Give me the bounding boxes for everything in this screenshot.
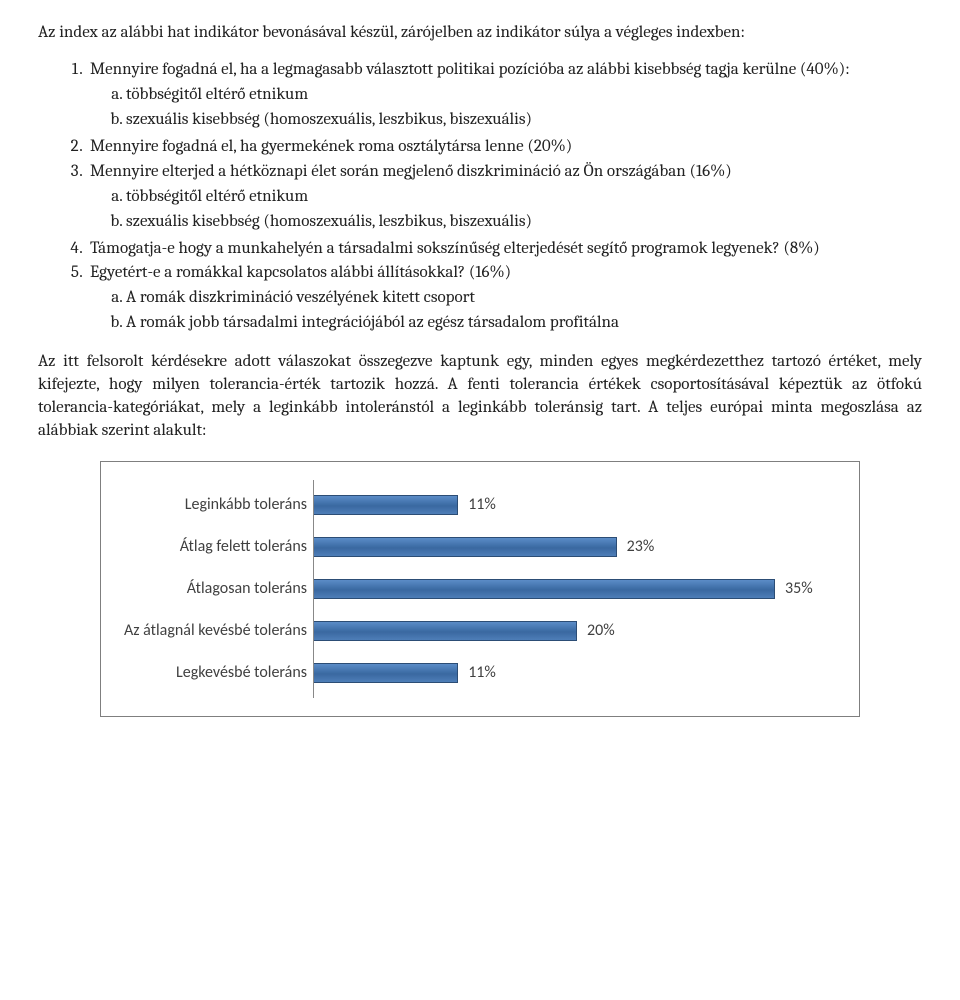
sub-list-item: többségitől eltérő etnikum (126, 84, 922, 107)
sub-list-item: többségitől eltérő etnikum (126, 186, 922, 209)
list-item: Mennyire fogadná el, ha a legmagasabb vá… (86, 59, 922, 132)
sub-list-item: szexuális kisebbség (homoszexuális, lesz… (126, 109, 922, 132)
chart-value-label: 11% (468, 662, 496, 684)
chart-value-label: 11% (468, 494, 496, 516)
tolerance-chart: Leginkább toleráns 11% Átlag felett tolerá… (100, 461, 860, 717)
chart-category-label: Átlagosan toleráns (107, 578, 313, 600)
chart-bar (313, 621, 577, 641)
chart-plot-area: 11% (313, 484, 841, 526)
list-item-text: Mennyire elterjed a hétköznapi élet sorá… (90, 162, 732, 181)
sub-list-item: A romák jobb társadalmi integrációjából … (126, 312, 922, 335)
chart-value-label: 20% (587, 620, 615, 642)
list-item-text: Mennyire fogadná el, ha a legmagasabb vá… (90, 60, 850, 79)
intro-paragraph: Az index az alábbi hat indikátor bevonás… (38, 22, 922, 45)
sub-list-item: A romák diszkrimináció veszélyének kitet… (126, 287, 922, 310)
chart-category-label: Leginkább toleráns (107, 494, 313, 516)
list-item: Mennyire elterjed a hétköznapi élet sorá… (86, 161, 922, 234)
sub-list: többségitől eltérő etnikum szexuális kis… (90, 84, 922, 132)
chart-value-label: 23% (627, 536, 655, 558)
chart-row: Átlagosan toleráns 35% (107, 568, 841, 610)
chart-bar (313, 495, 458, 515)
chart-category-label: Legkevésbé toleráns (107, 662, 313, 684)
chart-plot-area: 35% (313, 568, 841, 610)
list-item: Támogatja-e hogy a munkahelyén a társada… (86, 238, 922, 261)
sub-list: A romák diszkrimináció veszélyének kitet… (90, 287, 922, 335)
chart-row: Átlag felett toleráns 23% (107, 526, 841, 568)
chart-plot-area: 20% (313, 610, 841, 652)
chart-row: Legkevésbé toleráns 11% (107, 652, 841, 694)
chart-category-label: Átlag felett toleráns (107, 536, 313, 558)
chart-bar (313, 663, 458, 683)
chart-plot-area: 23% (313, 526, 841, 568)
list-item: Mennyire fogadná el, ha gyermekének roma… (86, 136, 922, 159)
chart-value-label: 35% (785, 578, 813, 600)
summary-paragraph: Az itt felsorolt kérdésekre adott válasz… (38, 351, 922, 443)
sub-list: többségitől eltérő etnikum szexuális kis… (90, 186, 922, 234)
chart-bar (313, 579, 775, 599)
list-item: Egyetért-e a romákkal kapcsolatos alábbi… (86, 262, 922, 335)
list-item-text: Egyetért-e a romákkal kapcsolatos alábbi… (90, 263, 511, 282)
indicator-list: Mennyire fogadná el, ha a legmagasabb vá… (38, 59, 922, 335)
chart-row: Leginkább toleráns 11% (107, 484, 841, 526)
chart-category-label: Az átlagnál kevésbé toleráns (107, 620, 313, 642)
chart-row: Az átlagnál kevésbé toleráns 20% (107, 610, 841, 652)
chart-axis-line (313, 648, 314, 698)
sub-list-item: szexuális kisebbség (homoszexuális, lesz… (126, 211, 922, 234)
chart-plot-area: 11% (313, 652, 841, 694)
chart-bar (313, 537, 617, 557)
